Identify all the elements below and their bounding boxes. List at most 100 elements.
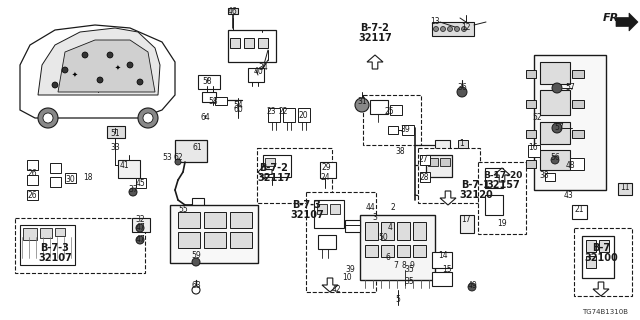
- Bar: [540, 150, 570, 170]
- Bar: [170, 205, 258, 263]
- Bar: [572, 100, 584, 108]
- Polygon shape: [494, 168, 510, 182]
- Bar: [420, 155, 430, 165]
- Bar: [586, 256, 596, 268]
- Bar: [15, 218, 145, 273]
- Circle shape: [440, 27, 445, 31]
- Text: 29: 29: [321, 164, 331, 172]
- Bar: [365, 222, 378, 240]
- Bar: [320, 162, 336, 178]
- Text: 23: 23: [266, 108, 276, 116]
- Polygon shape: [20, 25, 175, 118]
- Bar: [132, 218, 150, 232]
- Bar: [202, 92, 216, 102]
- Text: 57: 57: [565, 84, 575, 92]
- Circle shape: [138, 108, 158, 128]
- Bar: [27, 190, 38, 200]
- Bar: [413, 245, 426, 257]
- Bar: [204, 212, 226, 228]
- Bar: [418, 148, 480, 203]
- Circle shape: [136, 236, 144, 244]
- Bar: [317, 204, 327, 214]
- Text: 21: 21: [574, 205, 584, 214]
- Text: 39: 39: [400, 125, 410, 134]
- Bar: [586, 240, 596, 252]
- Circle shape: [52, 82, 58, 88]
- Bar: [599, 240, 609, 252]
- Text: 10: 10: [342, 274, 352, 283]
- Text: 4: 4: [388, 223, 392, 233]
- Polygon shape: [258, 165, 272, 179]
- Circle shape: [107, 52, 113, 58]
- Polygon shape: [322, 278, 338, 292]
- Circle shape: [43, 113, 53, 123]
- Bar: [397, 222, 410, 240]
- Bar: [198, 75, 220, 89]
- Bar: [420, 172, 430, 182]
- Text: 2: 2: [390, 204, 396, 212]
- Circle shape: [355, 98, 369, 112]
- Bar: [175, 140, 207, 162]
- Text: 18: 18: [83, 173, 93, 182]
- Bar: [397, 245, 410, 257]
- Bar: [402, 125, 414, 135]
- Text: 7: 7: [394, 260, 399, 269]
- Text: B-7: B-7: [592, 243, 610, 253]
- Text: 47: 47: [135, 223, 145, 233]
- Text: 52: 52: [532, 114, 542, 123]
- Text: 1: 1: [460, 139, 465, 148]
- Text: 35: 35: [404, 277, 414, 286]
- Bar: [390, 105, 402, 115]
- Text: 9: 9: [410, 260, 415, 269]
- Bar: [381, 245, 394, 257]
- Text: ✦: ✦: [72, 72, 78, 78]
- Text: 60: 60: [233, 106, 243, 115]
- Bar: [23, 228, 37, 240]
- Text: 39: 39: [345, 266, 355, 275]
- Text: B-7-1: B-7-1: [461, 180, 490, 190]
- Circle shape: [136, 224, 144, 232]
- Bar: [432, 22, 474, 36]
- Bar: [118, 160, 140, 178]
- Text: B-7-3: B-7-3: [292, 200, 321, 210]
- Bar: [136, 178, 146, 188]
- Bar: [283, 108, 295, 122]
- Text: 31: 31: [357, 98, 367, 107]
- Text: 13: 13: [430, 18, 440, 27]
- Bar: [244, 38, 254, 48]
- Text: 36: 36: [457, 84, 467, 92]
- Bar: [478, 162, 526, 234]
- Text: 32157: 32157: [486, 180, 520, 190]
- Text: B-7-3: B-7-3: [40, 243, 69, 253]
- Text: 53: 53: [162, 153, 172, 162]
- Text: B-7-2: B-7-2: [260, 163, 289, 173]
- Bar: [428, 158, 438, 166]
- Circle shape: [82, 52, 88, 58]
- Circle shape: [175, 159, 181, 165]
- Text: 62: 62: [173, 154, 183, 163]
- Bar: [572, 160, 584, 168]
- Text: 55: 55: [178, 205, 188, 214]
- Text: 25: 25: [384, 108, 394, 116]
- Circle shape: [62, 67, 68, 73]
- Bar: [582, 236, 614, 278]
- Bar: [55, 228, 65, 236]
- Bar: [204, 232, 226, 248]
- Text: 43: 43: [564, 190, 574, 199]
- Bar: [107, 126, 125, 138]
- Bar: [230, 38, 240, 48]
- Polygon shape: [38, 28, 160, 95]
- Bar: [257, 148, 332, 203]
- Text: 63: 63: [191, 281, 201, 290]
- Bar: [572, 205, 587, 219]
- Text: 50: 50: [378, 234, 388, 243]
- Bar: [248, 68, 264, 82]
- Bar: [540, 122, 570, 144]
- Text: 44: 44: [365, 203, 375, 212]
- Bar: [265, 158, 275, 166]
- Bar: [460, 215, 474, 233]
- Bar: [540, 90, 570, 115]
- Circle shape: [552, 83, 562, 93]
- Bar: [440, 158, 450, 166]
- Circle shape: [551, 156, 559, 164]
